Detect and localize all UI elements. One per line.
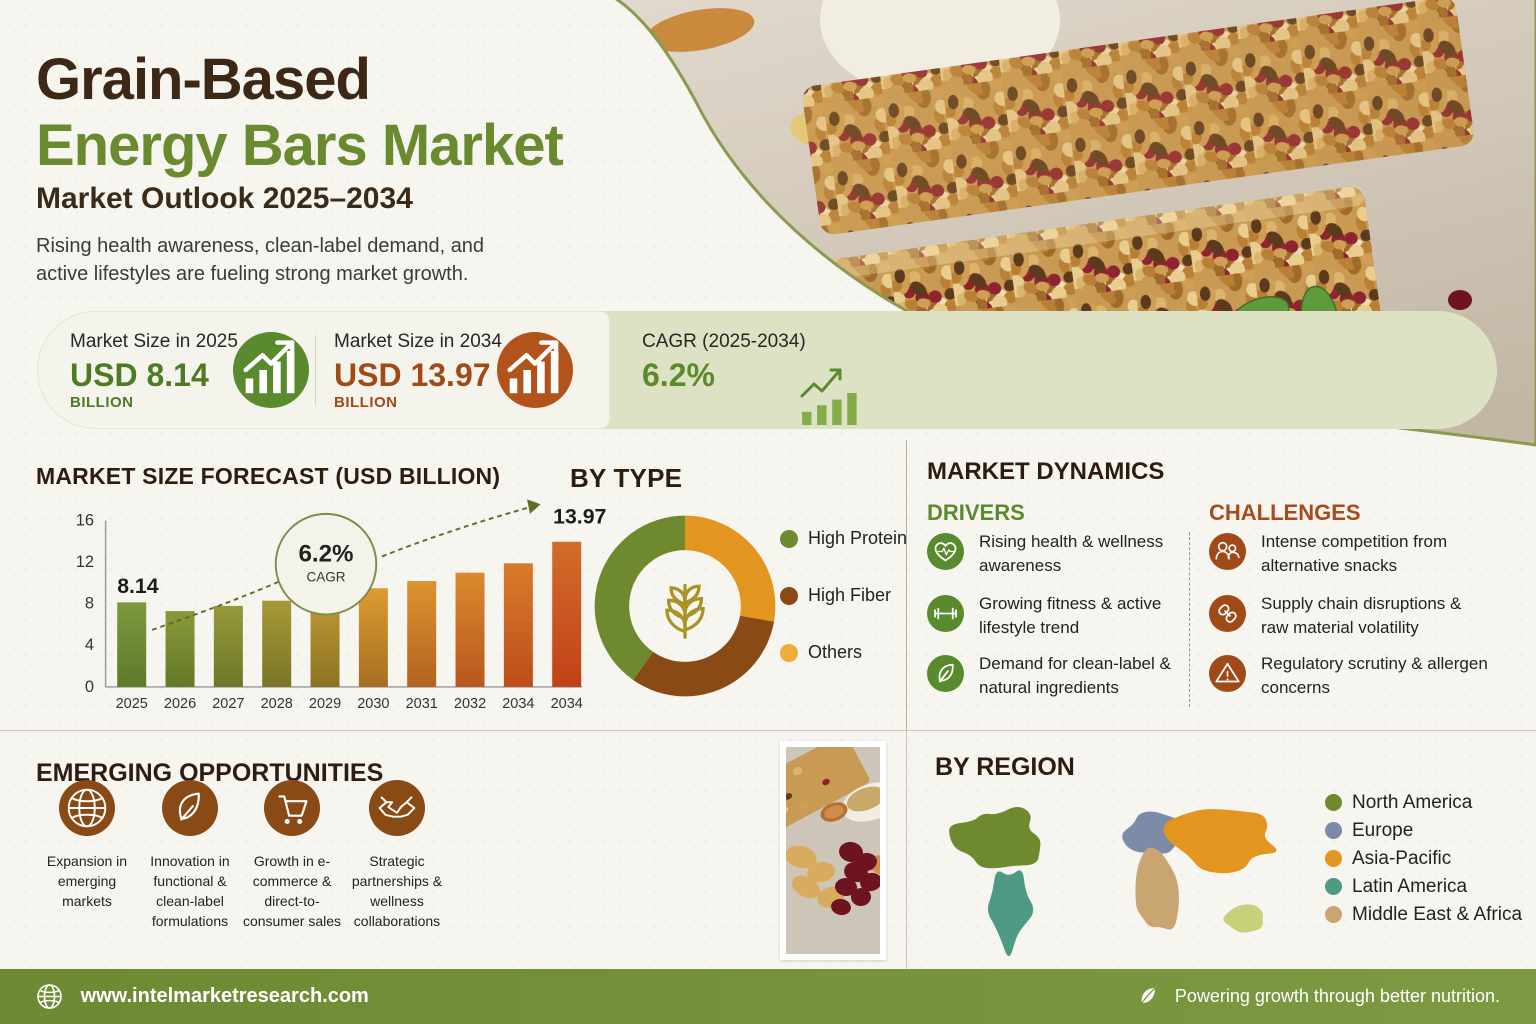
svg-text:8: 8 — [85, 595, 94, 613]
svg-text:16: 16 — [76, 512, 94, 530]
svg-text:8.14: 8.14 — [117, 574, 159, 598]
svg-text:2032: 2032 — [454, 696, 486, 712]
svg-text:2029: 2029 — [309, 696, 341, 712]
svg-text:CAGR: CAGR — [306, 570, 345, 585]
svg-text:12: 12 — [76, 553, 94, 571]
svg-text:0: 0 — [85, 678, 94, 696]
svg-text:2028: 2028 — [261, 696, 293, 712]
svg-text:2034: 2034 — [502, 696, 534, 712]
svg-text:2025: 2025 — [116, 696, 148, 712]
svg-text:2026: 2026 — [164, 696, 196, 712]
svg-text:2027: 2027 — [212, 696, 244, 712]
svg-text:2030: 2030 — [357, 696, 389, 712]
svg-text:6.2%: 6.2% — [298, 540, 353, 567]
svg-text:2031: 2031 — [406, 696, 438, 712]
svg-text:4: 4 — [85, 636, 94, 654]
